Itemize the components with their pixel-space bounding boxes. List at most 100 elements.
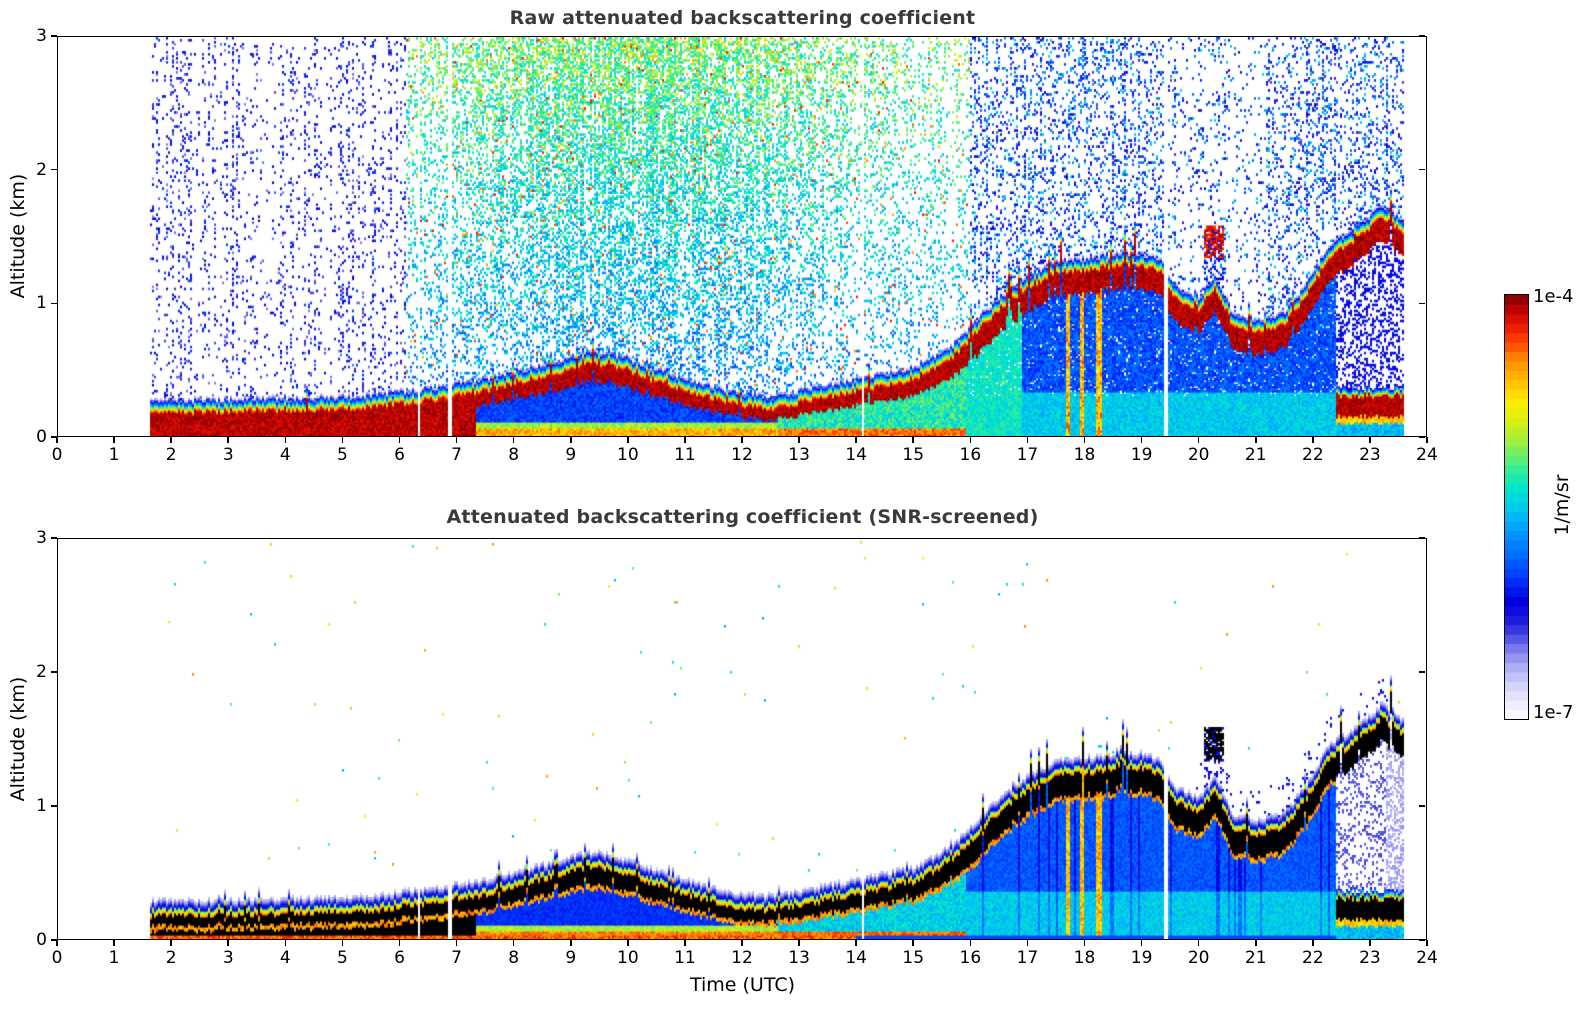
x-tick: [912, 940, 915, 946]
x-tick: [1083, 940, 1086, 946]
x-tick-label: 9: [565, 445, 577, 465]
x-tick-label: 6: [394, 948, 405, 968]
x-tick: [1254, 940, 1257, 946]
y-tick-right: [1419, 805, 1425, 807]
x-tick: [1426, 940, 1428, 946]
x-tick: [341, 940, 344, 946]
colorbar-min-tick-label: 1e-7: [1533, 702, 1574, 723]
x-tick-label: 22: [1302, 948, 1324, 968]
x-tick-label: 19: [1130, 445, 1153, 465]
x-tick: [741, 940, 743, 946]
x-tick: [1369, 437, 1371, 443]
x-tick-label: 11: [674, 445, 696, 465]
x-tick-label: 18: [1073, 948, 1096, 968]
colorbar-max-tick-label: 1e-4: [1533, 286, 1574, 307]
x-tick-label: 5: [336, 445, 348, 465]
y-tick-right: [1419, 436, 1425, 438]
x-tick-label: 23: [1359, 445, 1381, 465]
x-tick-label: 4: [279, 445, 291, 465]
x-tick-label: 7: [451, 445, 462, 465]
x-tick-label: 8: [508, 445, 520, 465]
x-tick: [1140, 437, 1143, 443]
x-tick-label: 16: [959, 445, 982, 465]
x-tick-label: 4: [279, 948, 291, 968]
x-tick: [855, 940, 857, 946]
x-tick: [1026, 437, 1029, 443]
x-tick-label: 6: [394, 445, 405, 465]
x-tick: [284, 940, 287, 946]
y-tick: [51, 35, 57, 37]
x-tick-label: 24: [1416, 445, 1438, 465]
x-tick: [912, 437, 915, 443]
x-tick: [512, 940, 515, 946]
x-tick-label: 7: [451, 948, 462, 968]
y-tick: [51, 805, 57, 807]
x-tick: [455, 940, 458, 946]
x-tick: [398, 940, 401, 946]
panel2-heatmap-canvas: [57, 538, 1427, 940]
x-tick: [1140, 940, 1143, 946]
x-tick-label: 0: [51, 948, 63, 968]
colorbar-canvas: [1504, 294, 1529, 720]
x-tick: [341, 437, 344, 443]
x-tick-label: 20: [1187, 445, 1210, 465]
y-tick-label: 0: [36, 427, 47, 447]
x-tick: [284, 437, 287, 443]
x-tick: [56, 437, 58, 443]
x-tick: [455, 437, 458, 443]
x-tick-label: 14: [845, 445, 867, 465]
x-tick-label: 24: [1416, 948, 1438, 968]
colorbar-unit-label: 1/m/sr: [1551, 474, 1573, 536]
x-tick-label: 12: [731, 948, 753, 968]
y-tick-label: 2: [36, 662, 47, 682]
x-tick-label: 3: [222, 445, 234, 465]
x-tick-label: 0: [51, 445, 63, 465]
x-tick-label: 15: [902, 445, 925, 465]
x-tick-label: 11: [674, 948, 696, 968]
y-tick-label: 1: [36, 796, 47, 816]
x-tick-label: 15: [902, 948, 925, 968]
y-tick-label: 2: [36, 159, 47, 180]
x-tick-label: 13: [788, 445, 810, 465]
y-tick: [51, 302, 57, 305]
x-tick-label: 21: [1244, 445, 1267, 465]
x-tick-label: 3: [222, 948, 234, 968]
x-tick: [1026, 940, 1029, 946]
x-tick: [855, 437, 857, 443]
y-tick-label: 1: [36, 293, 47, 314]
x-tick: [627, 940, 629, 946]
x-tick: [398, 437, 401, 443]
x-tick-label: 1: [108, 948, 120, 968]
x-axis-label: Time (UTC): [689, 974, 796, 996]
x-tick: [113, 437, 115, 443]
x-tick-label: 12: [731, 445, 753, 465]
x-tick-label: 17: [1016, 948, 1039, 968]
x-tick: [1197, 940, 1200, 946]
x-tick: [227, 940, 230, 946]
x-tick: [969, 940, 972, 946]
x-tick-label: 1: [108, 445, 120, 465]
x-tick-label: 14: [845, 948, 867, 968]
panel2-title: Attenuated backscattering coefficient (S…: [446, 506, 1039, 528]
y-tick-right: [1419, 537, 1425, 539]
x-tick-label: 16: [959, 948, 982, 968]
x-tick-label: 8: [508, 948, 520, 968]
x-tick: [1312, 437, 1314, 443]
y-tick-right: [1419, 168, 1425, 171]
y-tick-label: 3: [36, 26, 47, 46]
x-tick: [627, 437, 629, 443]
y-tick-label: 0: [36, 930, 47, 950]
x-tick: [1254, 437, 1257, 443]
x-tick: [798, 437, 800, 443]
x-tick: [569, 940, 572, 946]
x-tick: [113, 940, 115, 946]
y-tick: [51, 168, 57, 171]
x-tick-label: 2: [165, 445, 177, 465]
x-tick: [227, 437, 230, 443]
x-tick: [1369, 940, 1371, 946]
x-tick: [1426, 437, 1428, 443]
x-tick-label: 20: [1187, 948, 1210, 968]
x-tick-label: 21: [1244, 948, 1267, 968]
x-tick-label: 13: [788, 948, 810, 968]
